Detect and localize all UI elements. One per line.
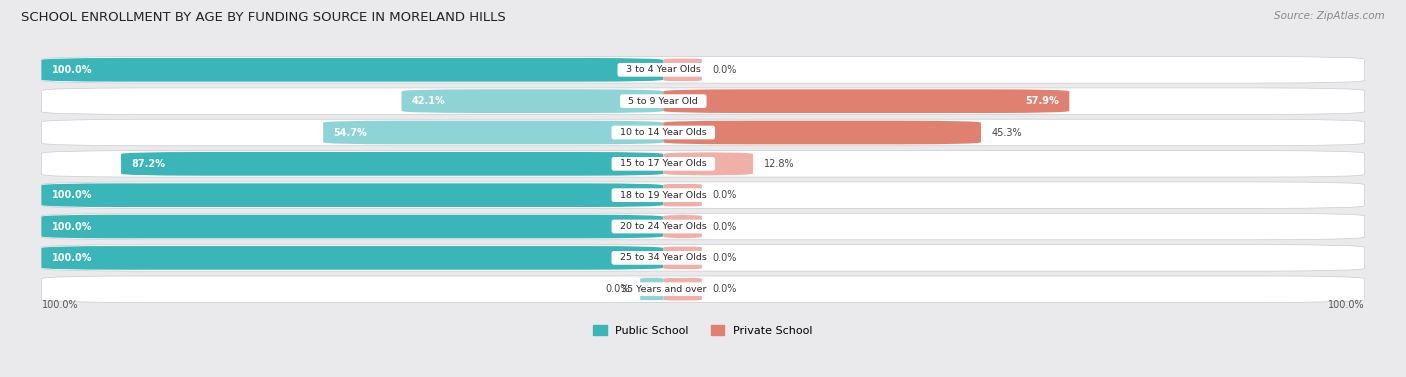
FancyBboxPatch shape: [610, 277, 693, 301]
FancyBboxPatch shape: [41, 119, 1365, 146]
FancyBboxPatch shape: [650, 58, 716, 82]
FancyBboxPatch shape: [650, 277, 716, 301]
FancyBboxPatch shape: [650, 215, 716, 238]
FancyBboxPatch shape: [41, 246, 664, 270]
Text: 35 Years and over: 35 Years and over: [614, 285, 711, 294]
FancyBboxPatch shape: [41, 58, 664, 82]
Text: 100.0%: 100.0%: [41, 300, 79, 310]
FancyBboxPatch shape: [402, 89, 664, 113]
Legend: Public School, Private School: Public School, Private School: [593, 325, 813, 336]
Text: 25 to 34 Year Olds: 25 to 34 Year Olds: [614, 253, 713, 262]
Text: SCHOOL ENROLLMENT BY AGE BY FUNDING SOURCE IN MORELAND HILLS: SCHOOL ENROLLMENT BY AGE BY FUNDING SOUR…: [21, 11, 506, 24]
Text: 100.0%: 100.0%: [52, 253, 93, 263]
Text: 54.7%: 54.7%: [333, 127, 367, 138]
Text: 100.0%: 100.0%: [52, 190, 93, 200]
Text: 0.0%: 0.0%: [713, 284, 737, 294]
FancyBboxPatch shape: [41, 215, 664, 238]
Text: Source: ZipAtlas.com: Source: ZipAtlas.com: [1274, 11, 1385, 21]
Text: 0.0%: 0.0%: [713, 253, 737, 263]
Text: 0.0%: 0.0%: [605, 284, 630, 294]
Text: 18 to 19 Year Olds: 18 to 19 Year Olds: [614, 191, 713, 200]
Text: 100.0%: 100.0%: [1327, 300, 1365, 310]
FancyBboxPatch shape: [121, 152, 664, 176]
Text: 20 to 24 Year Olds: 20 to 24 Year Olds: [614, 222, 713, 231]
FancyBboxPatch shape: [41, 151, 1365, 177]
Text: 0.0%: 0.0%: [713, 222, 737, 231]
Text: 42.1%: 42.1%: [412, 96, 446, 106]
FancyBboxPatch shape: [650, 246, 716, 270]
FancyBboxPatch shape: [41, 213, 1365, 240]
Text: 15 to 17 Year Olds: 15 to 17 Year Olds: [614, 159, 713, 169]
FancyBboxPatch shape: [41, 182, 1365, 208]
FancyBboxPatch shape: [323, 121, 664, 144]
FancyBboxPatch shape: [664, 121, 981, 144]
FancyBboxPatch shape: [664, 89, 1070, 113]
Text: 5 to 9 Year Old: 5 to 9 Year Old: [623, 97, 704, 106]
Text: 3 to 4 Year Olds: 3 to 4 Year Olds: [620, 65, 707, 74]
FancyBboxPatch shape: [41, 183, 664, 207]
Text: 10 to 14 Year Olds: 10 to 14 Year Olds: [614, 128, 713, 137]
FancyBboxPatch shape: [41, 276, 1365, 302]
FancyBboxPatch shape: [650, 183, 716, 207]
FancyBboxPatch shape: [664, 152, 754, 176]
Text: 0.0%: 0.0%: [713, 65, 737, 75]
Text: 100.0%: 100.0%: [52, 222, 93, 231]
Text: 87.2%: 87.2%: [132, 159, 166, 169]
FancyBboxPatch shape: [41, 57, 1365, 83]
Text: 12.8%: 12.8%: [763, 159, 794, 169]
Text: 57.9%: 57.9%: [1025, 96, 1059, 106]
FancyBboxPatch shape: [41, 88, 1365, 114]
Text: 0.0%: 0.0%: [713, 190, 737, 200]
Text: 100.0%: 100.0%: [52, 65, 93, 75]
Text: 45.3%: 45.3%: [991, 127, 1022, 138]
FancyBboxPatch shape: [41, 245, 1365, 271]
